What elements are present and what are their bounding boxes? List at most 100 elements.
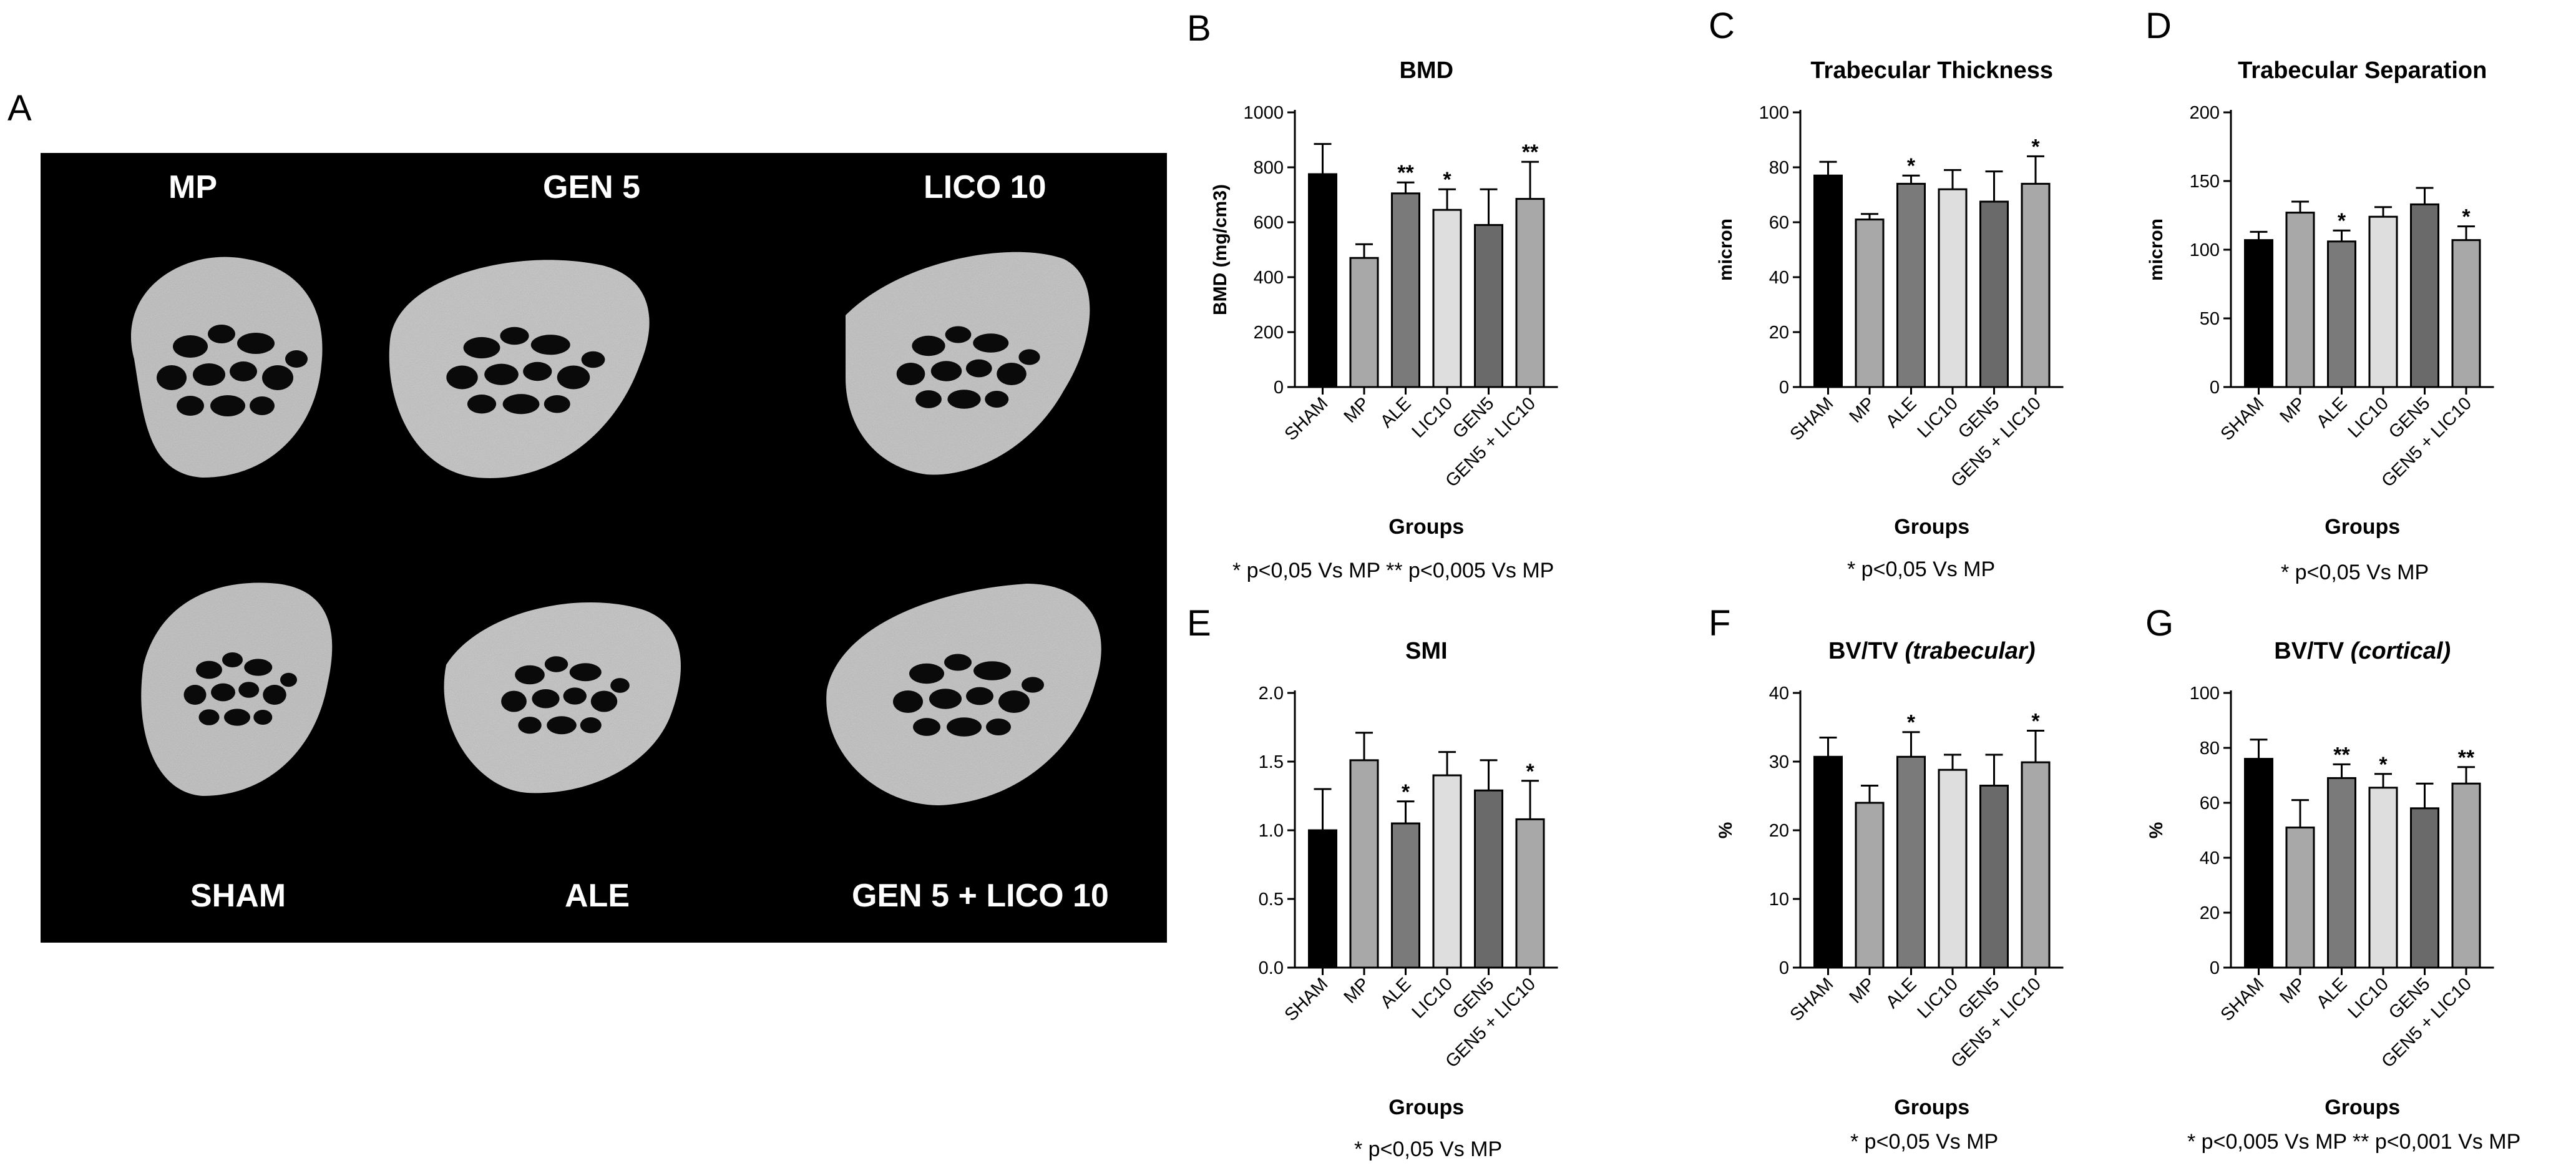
x-axis-label: Groups (2325, 1096, 2400, 1119)
footnote-trabecular-thickness: * p<0,05 Vs MP (1847, 557, 1996, 581)
x-tick-label: LIC10 (1914, 393, 1962, 441)
bar-lic10 (1938, 188, 1968, 388)
y-tick-label: 1000 (1243, 103, 1284, 123)
x-tick-label: MP (1846, 974, 1879, 1007)
x-tick-label: MP (2276, 393, 2310, 426)
bar-ale (1391, 822, 1420, 969)
significance-marker: * (1443, 168, 1451, 192)
x-axis-label: Groups (1894, 1096, 1969, 1119)
bar-mp (1855, 218, 1885, 388)
y-tick-label: 100 (1759, 103, 1789, 123)
bar-gen5 (1474, 789, 1503, 969)
y-tick-label: 0.0 (1259, 958, 1284, 978)
bar-gen5-lic10 (1515, 198, 1545, 388)
bar-mp (2285, 212, 2315, 388)
panel-letter-f: F (1709, 603, 1731, 644)
bar-lic10 (1938, 768, 1968, 969)
bar-ale (1391, 192, 1420, 388)
panel-letter-c: C (1709, 6, 1735, 46)
bar-sham (1308, 173, 1337, 388)
chart-title: Trabecular Separation (2238, 57, 2487, 84)
x-tick-label: SHAM (1787, 393, 1838, 444)
y-tick-label: 10 (1769, 890, 1789, 910)
micro-ct-image-panel: MP GEN 5 LICO 10 SHAM ALE GEN 5 + LICO 1… (41, 153, 1167, 943)
y-tick-label: 40 (2200, 848, 2220, 868)
footnote-smi: * p<0,05 Vs MP (1354, 1137, 1503, 1161)
x-tick-label: SHAM (1787, 974, 1838, 1025)
y-tick-label: 20 (1769, 323, 1789, 343)
bar-gen5 (2410, 203, 2439, 388)
significance-marker: * (1402, 780, 1410, 804)
significance-marker: ** (1397, 161, 1414, 185)
panel-letter-g: G (2145, 603, 2174, 644)
significance-marker: * (1907, 711, 1916, 735)
bar-lic10 (1432, 774, 1462, 969)
label-ale: ALE (565, 878, 630, 914)
x-tick-label: LIC10 (1914, 974, 1962, 1022)
significance-marker: ** (1522, 140, 1539, 164)
label-gen5: GEN 5 (543, 169, 641, 205)
x-tick-label: LIC10 (2344, 974, 2393, 1022)
bar-gen5-lic10 (2451, 782, 2481, 969)
chart-title: SMI (1405, 638, 1448, 664)
y-tick-label: 800 (1254, 158, 1284, 178)
y-tick-label: 600 (1254, 213, 1284, 233)
bar-gen5-lic10 (2021, 182, 2051, 388)
label-mp: MP (168, 169, 217, 205)
y-tick-label: 400 (1254, 268, 1284, 288)
x-tick-label: LIC10 (2344, 393, 2393, 441)
panel-letter-e: E (1187, 603, 1211, 644)
y-axis-label: % (1715, 822, 1736, 839)
significance-marker: * (2379, 753, 2388, 777)
bar-ale (1896, 755, 1926, 969)
y-tick-label: 0 (1779, 378, 1789, 398)
y-tick-label: 0.5 (1259, 890, 1284, 910)
bar-gen5 (2410, 807, 2439, 969)
y-tick-label: 60 (1769, 213, 1789, 233)
x-tick-label: MP (1340, 974, 1373, 1007)
y-tick-label: 80 (1769, 158, 1789, 178)
label-lico10: LICO 10 (924, 169, 1046, 205)
chart-title: BV/TV (trabecular) (1828, 638, 2036, 664)
x-tick-label: SHAM (2217, 974, 2268, 1025)
footnote-bmd: * p<0,05 Vs MP ** p<0,005 Vs MP (1232, 559, 1554, 582)
bar-lic10 (2368, 787, 2398, 969)
y-tick-label: 200 (1254, 323, 1284, 343)
x-tick-label: SHAM (1281, 393, 1332, 444)
chart-trabecular-thickness: Trabecular Thickness micron 0 20 40 60 80 100 SH… (1715, 57, 2064, 539)
label-sham: SHAM (190, 878, 286, 914)
label-gen5-lico10: GEN 5 + LICO 10 (852, 878, 1109, 914)
chart-title: BV/TV (cortical) (2274, 638, 2451, 664)
y-tick-label: 0 (1779, 958, 1789, 978)
y-tick-label: 150 (2190, 172, 2220, 192)
bar-mp (2285, 827, 2315, 969)
x-tick-label: MP (1340, 393, 1373, 426)
significance-marker: ** (2333, 743, 2350, 767)
chart-title-italic: (cortical) (2344, 638, 2451, 664)
x-axis-label: Groups (1894, 515, 1969, 539)
bar-sham (1813, 174, 1843, 388)
chart-title-italic: (trabecular) (1898, 638, 2036, 664)
y-tick-label: 100 (2190, 684, 2220, 704)
chart-title: BMD (1399, 57, 1453, 84)
y-tick-label: 30 (1769, 752, 1789, 772)
y-tick-label: 200 (2190, 103, 2220, 123)
footnote-bvtv-cortical: * p<0,005 Vs MP ** p<0,001 Vs MP (2187, 1130, 2521, 1154)
x-axis-label: Groups (1388, 515, 1464, 539)
bar-ale (1896, 182, 1926, 388)
panel-letter-b: B (1187, 8, 1211, 49)
y-axis-label: micron (1715, 218, 1736, 281)
micro-ct-sections-graphic (130, 252, 1101, 805)
x-axis-label: Groups (1388, 1096, 1464, 1119)
y-tick-label: 1.5 (1259, 752, 1284, 772)
y-tick-label: 40 (1769, 268, 1789, 288)
significance-marker: * (1526, 760, 1534, 783)
bar-sham (2244, 758, 2273, 969)
y-tick-label: 50 (2200, 309, 2220, 329)
chart-trabecular-separation: Trabecular Separation micron 0 50 100 150 200 S… (2146, 57, 2494, 539)
y-tick-label: 0 (1274, 378, 1284, 398)
significance-marker: * (2031, 710, 2040, 734)
